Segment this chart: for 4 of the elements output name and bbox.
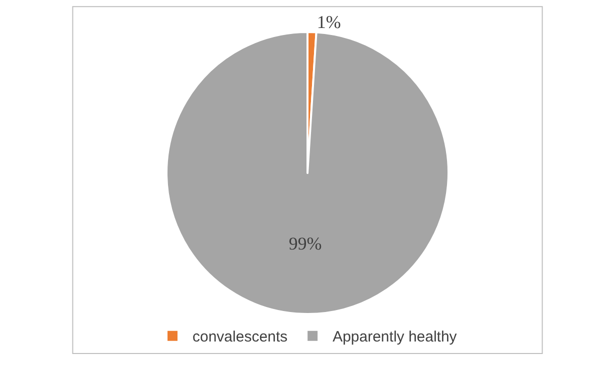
data-label: 1% [316,12,341,32]
legend-label: Apparently healthy [332,328,458,346]
legend-label: convalescents [192,328,288,346]
data-label: 99% [288,233,322,254]
